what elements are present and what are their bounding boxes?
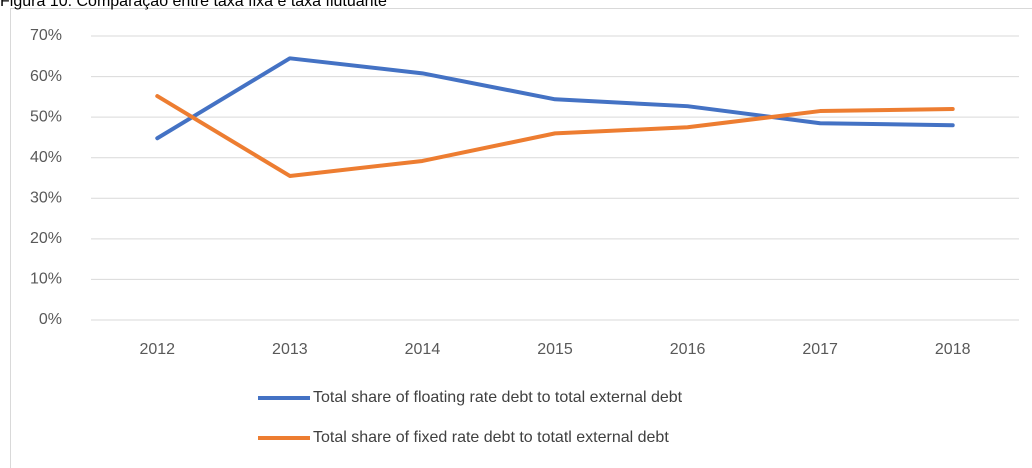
x-tick-label: 2014	[405, 341, 441, 358]
x-tick-label: 2012	[139, 341, 175, 358]
legend-label: Total share of floating rate debt to tot…	[313, 389, 683, 406]
y-tick-label: 30%	[30, 190, 62, 207]
series-line	[155, 56, 955, 141]
y-tick-label: 60%	[30, 68, 62, 85]
y-tick-label: 0%	[39, 311, 62, 328]
chart-border	[10, 8, 1032, 468]
y-tick-label: 10%	[30, 271, 62, 288]
y-tick-label: 40%	[30, 149, 62, 166]
x-tick-label: 2015	[537, 341, 573, 358]
y-tick-label: 50%	[30, 108, 62, 125]
series-line	[155, 94, 955, 178]
chart-title: Figura 10: Comparação entre taxa fixa e …	[0, 0, 387, 10]
x-tick-label: 2017	[802, 341, 838, 358]
y-tick-label: 20%	[30, 230, 62, 247]
x-tick-label: 2018	[935, 341, 971, 358]
legend-label: Total share of fixed rate debt to totatl…	[313, 429, 669, 446]
x-tick-label: 2013	[272, 341, 308, 358]
y-tick-label: 70%	[30, 27, 62, 44]
x-tick-label: 2016	[670, 341, 706, 358]
